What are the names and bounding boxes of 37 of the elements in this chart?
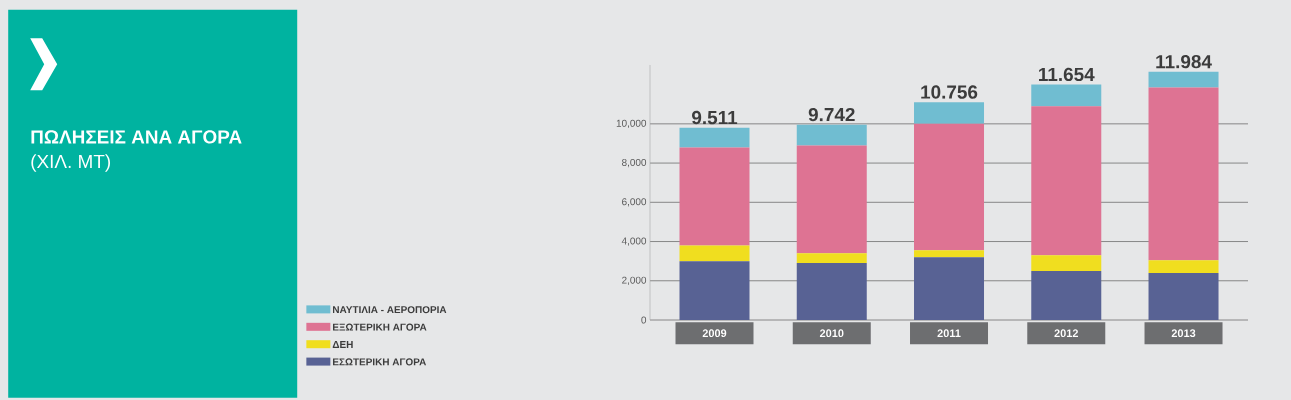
y-tick-label: 8,000 [622,158,647,168]
bar [914,123,985,251]
x-tick-label: 2011 [937,329,961,338]
bar [1148,260,1219,273]
bar [1031,255,1102,271]
bar [679,245,750,262]
y-tick-label: 0 [641,316,647,324]
bar [1031,84,1102,107]
y-tick-label: 10,000 [616,119,647,128]
x-tick-label: 2013 [1171,329,1196,338]
bar [796,124,867,146]
x-tick-label: 2010 [819,329,844,338]
legend-label: ΝΑΥΤΙΛΙΑ - ΑΕΡΟΠΟΡΙΑ [333,306,447,314]
y-tick-label: 4,000 [621,237,647,246]
text: (ΧΙΛ. ΜΤ) [31,154,110,172]
bar [1148,71,1219,88]
y-tick-label: 2,000 [622,276,647,285]
bar [679,147,750,246]
annotation: 11.984 [1156,54,1212,69]
legend-label: ΔΕΗ [332,341,353,348]
x-tick-label: 2012 [1054,329,1079,338]
annotation: 9.511 [691,110,738,125]
bar [1148,87,1219,261]
bar [1031,106,1102,256]
bar [679,127,750,148]
y-tick-label: 6,000 [622,198,647,207]
bar [796,253,867,264]
x-tick-label: 2009 [702,329,727,338]
bar [796,145,867,254]
legend-label: ΕΣΩΤΕΡΙΚΗ ΑΓΟΡΑ [333,358,427,366]
legend-label: ΕΞΩΤΕΡΙΚΗ ΑΓΟΡΑ [333,323,427,331]
text: ΠΩΛΗΣΕΙΣ ΑΝΑ ΑΓΟΡΑ [31,130,242,144]
annotation: 10.756 [921,85,978,99]
bar [914,102,985,124]
annotation: 11.654 [1039,67,1095,82]
annotation: 9.742 [808,107,855,122]
bar [914,250,985,258]
